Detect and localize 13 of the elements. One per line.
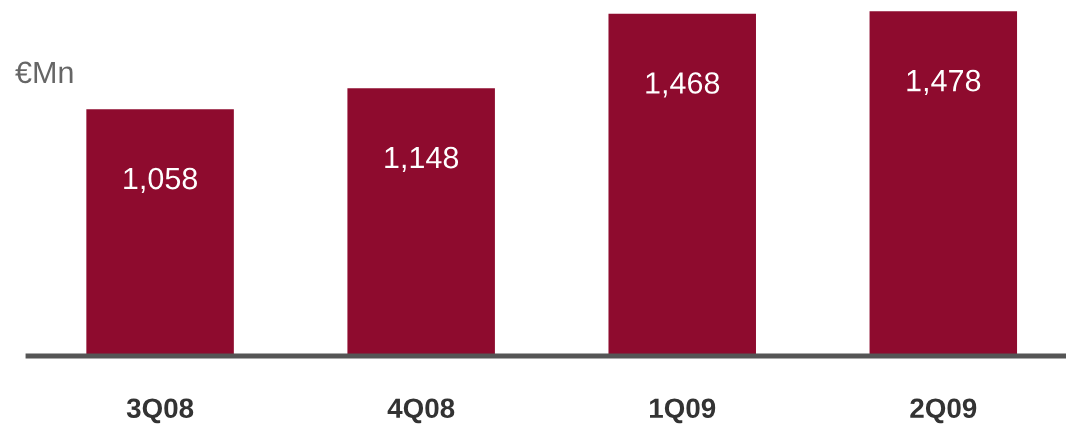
bar	[347, 88, 495, 356]
x-tick-label: 1Q09	[650, 398, 716, 424]
data-label: 1,468	[646, 72, 720, 98]
data-label: 1,478	[907, 69, 981, 96]
bar	[869, 11, 1018, 356]
x-tick-label: 2Q09	[910, 398, 977, 424]
x-tick-label: 3Q08	[126, 398, 194, 424]
bar	[608, 13, 756, 356]
data-label: 1,148	[385, 146, 459, 172]
x-tick-label: 4Q08	[387, 398, 455, 424]
data-label: 1,058	[124, 167, 198, 193]
bar	[86, 109, 234, 356]
y-axis-title: €Mn	[15, 61, 73, 84]
